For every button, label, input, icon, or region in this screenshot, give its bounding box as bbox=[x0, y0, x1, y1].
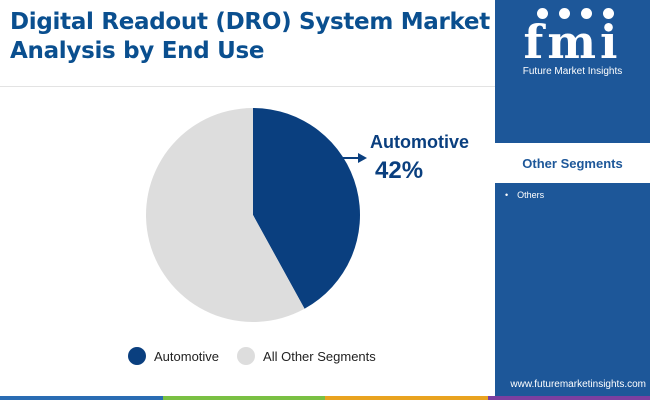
other-segments-header: Other Segments bbox=[495, 143, 650, 183]
bottom-color-bar bbox=[0, 396, 650, 400]
brand-icon-3 bbox=[581, 8, 592, 19]
title-divider bbox=[0, 86, 495, 87]
website-link[interactable]: www.futuremarketinsights.com bbox=[510, 379, 646, 390]
brand-name: Future Market Insights bbox=[522, 66, 623, 77]
legend-item-automotive: Automotive bbox=[128, 347, 219, 365]
bar-segment-purple bbox=[487, 396, 650, 400]
page-title: Digital Readout (DRO) System Market Anal… bbox=[10, 9, 490, 64]
annotation-label: Automotive bbox=[370, 132, 469, 152]
legend-swatch-automotive bbox=[128, 347, 146, 365]
legend-item-other: All Other Segments bbox=[237, 347, 376, 365]
brand-logo[interactable]: fmi Future Market Insights bbox=[495, 4, 650, 77]
annotation-value: 42% bbox=[375, 157, 423, 184]
pie-slice-all-other-segments bbox=[145, 108, 305, 322]
bar-segment-orange bbox=[325, 396, 488, 400]
bar-segment-green bbox=[162, 396, 325, 400]
pie-chart: Automotive 42% bbox=[145, 108, 469, 322]
chart-legend: Automotive All Other Segments bbox=[128, 347, 394, 365]
bar-segment-blue bbox=[0, 396, 163, 400]
side-panel: fmi Future Market Insights Other Segment… bbox=[495, 0, 650, 400]
brand-icons bbox=[523, 8, 623, 22]
pie-slice-automotive bbox=[253, 108, 360, 309]
legend-label-automotive: Automotive bbox=[154, 348, 220, 364]
list-item: Others bbox=[505, 189, 544, 201]
other-segments-list: Others bbox=[505, 189, 544, 201]
legend-swatch-other bbox=[237, 347, 256, 365]
annotation-arrow bbox=[343, 153, 367, 163]
brand-icon-4 bbox=[603, 8, 614, 19]
brand-icon-2 bbox=[559, 8, 570, 19]
brand-icon-1 bbox=[537, 8, 548, 19]
legend-label-other: All Other Segments bbox=[263, 348, 376, 364]
brand-mark: fmi bbox=[523, 15, 622, 69]
